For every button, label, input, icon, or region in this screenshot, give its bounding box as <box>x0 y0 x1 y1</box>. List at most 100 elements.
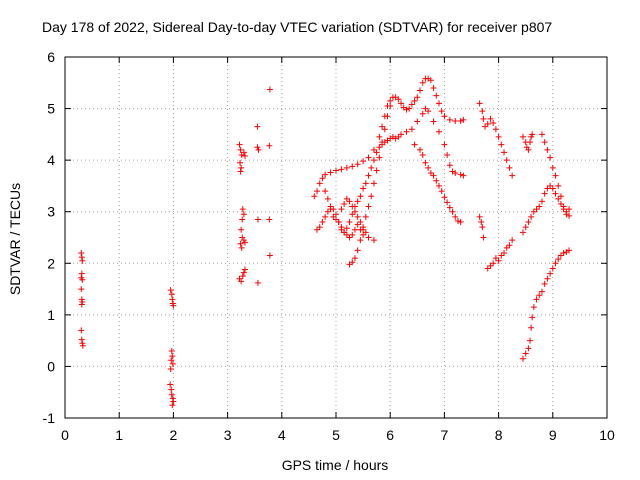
data-point <box>547 182 554 189</box>
plot-frame <box>64 56 608 419</box>
data-point <box>419 151 426 158</box>
data-point <box>79 257 86 264</box>
data-point <box>338 224 345 231</box>
data-point <box>490 260 497 267</box>
data-point <box>457 219 464 226</box>
data-point <box>254 279 261 286</box>
data-point <box>433 92 440 99</box>
data-point <box>506 242 513 249</box>
data-point <box>168 291 175 298</box>
data-point <box>354 198 361 205</box>
data-point <box>441 194 448 201</box>
data-point <box>430 84 437 91</box>
data-point <box>501 249 508 256</box>
data-point <box>346 234 353 241</box>
data-point <box>398 131 405 138</box>
x-tick-label: 3 <box>224 427 232 443</box>
data-point <box>370 180 377 187</box>
data-point <box>266 216 273 223</box>
data-point <box>78 286 85 293</box>
data-point <box>530 208 537 215</box>
data-point <box>492 126 499 133</box>
data-point <box>438 188 445 195</box>
y-tick-label: 1 <box>47 307 55 323</box>
data-point <box>254 123 261 130</box>
data-point <box>365 203 372 210</box>
data-point <box>322 188 329 195</box>
data-point <box>557 193 564 200</box>
data-point <box>338 206 345 213</box>
data-point <box>555 195 562 202</box>
data-point <box>266 86 273 93</box>
data-point <box>563 248 570 255</box>
data-point <box>403 106 410 113</box>
data-point <box>479 224 486 231</box>
data-point <box>370 237 377 244</box>
data-point <box>238 244 245 251</box>
data-point <box>168 391 175 398</box>
data-point <box>335 219 342 226</box>
data-point <box>446 204 453 211</box>
data-point <box>362 180 369 187</box>
data-point <box>555 256 562 263</box>
data-point <box>452 170 459 177</box>
data-point <box>346 219 353 226</box>
data-point <box>168 347 175 354</box>
data-point <box>557 200 564 207</box>
data-point <box>427 170 434 177</box>
data-point <box>549 185 556 192</box>
data-point <box>311 193 318 200</box>
data-point <box>365 234 372 241</box>
data-point <box>501 149 508 156</box>
data-point <box>566 212 573 219</box>
data-point <box>414 94 421 101</box>
x-tick-label: 10 <box>599 427 615 443</box>
data-point <box>519 355 526 362</box>
data-point <box>379 139 386 146</box>
data-point <box>360 226 367 233</box>
x-tick-label: 9 <box>549 427 557 443</box>
data-point <box>241 266 248 273</box>
data-point <box>368 164 375 171</box>
data-point <box>422 105 429 112</box>
data-point <box>266 142 273 149</box>
data-point <box>357 237 364 244</box>
data-point <box>408 126 415 133</box>
data-point <box>519 229 526 236</box>
data-point <box>566 206 573 213</box>
y-tick-label: -1 <box>43 410 56 426</box>
data-point <box>327 206 334 213</box>
data-point <box>417 146 424 153</box>
data-point <box>357 193 364 200</box>
data-point <box>351 255 358 262</box>
data-point <box>169 402 176 409</box>
data-point <box>495 257 502 264</box>
data-point <box>560 249 567 256</box>
data-point <box>78 301 85 308</box>
data-point <box>427 77 434 84</box>
data-point <box>362 229 369 236</box>
data-point <box>441 141 448 148</box>
data-point <box>349 211 356 218</box>
grid-layer <box>65 57 607 418</box>
data-point <box>525 345 532 352</box>
data-point <box>255 146 262 153</box>
data-point <box>566 247 573 254</box>
data-point <box>341 229 348 236</box>
data-point <box>403 128 410 135</box>
data-point <box>237 240 244 247</box>
data-point <box>503 157 510 164</box>
data-point <box>482 123 489 130</box>
data-point <box>78 249 85 256</box>
data-point <box>351 226 358 233</box>
data-point <box>78 327 85 334</box>
data-point <box>398 100 405 107</box>
data-point <box>509 237 516 244</box>
data-point <box>237 168 244 175</box>
data-point <box>322 171 329 178</box>
data-point <box>406 105 413 112</box>
data-point <box>314 226 321 233</box>
data-point <box>360 185 367 192</box>
data-point <box>333 216 339 223</box>
